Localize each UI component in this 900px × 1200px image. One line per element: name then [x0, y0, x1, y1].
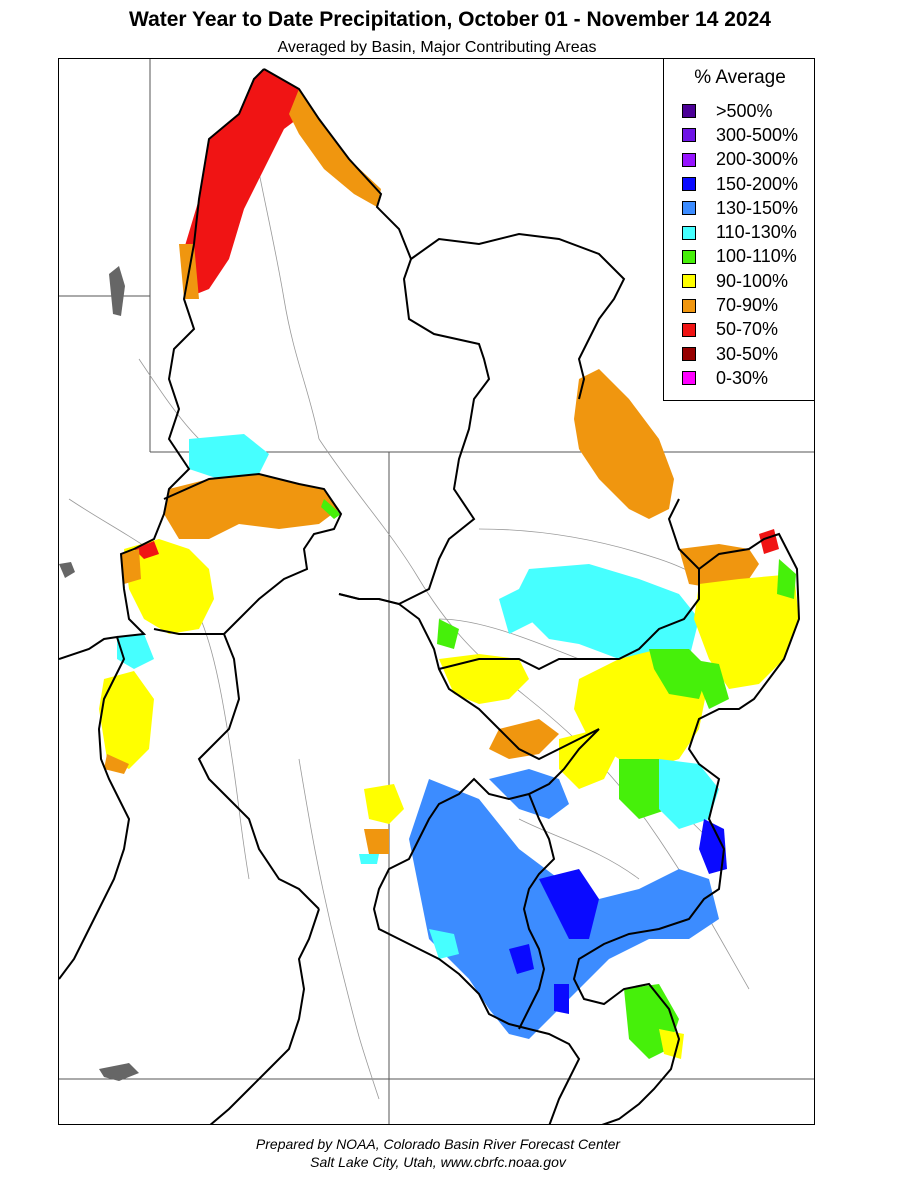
legend-swatch — [682, 128, 696, 143]
legend-item: 110-130% — [682, 220, 798, 244]
map-subtitle: Averaged by Basin, Major Contributing Ar… — [277, 39, 597, 56]
legend-label: 90-100% — [716, 270, 789, 291]
legend-swatch — [682, 225, 696, 240]
legend-label: 200-300% — [716, 149, 799, 170]
legend-item: 150-200% — [682, 172, 798, 196]
legend-item: >500% — [682, 99, 798, 123]
map-legend: % Average >500% 300-500% 200-300% 150-20… — [663, 58, 815, 401]
legend-item: 50-70% — [682, 318, 798, 342]
legend-swatch — [682, 371, 696, 386]
legend-item: 300-500% — [682, 123, 798, 147]
legend-item: 90-100% — [682, 269, 798, 293]
legend-swatch — [682, 347, 696, 362]
legend-label: 50-70% — [716, 319, 779, 340]
legend-items: >500% 300-500% 200-300% 150-200% 130-150… — [682, 99, 798, 391]
credit-line-1: Prepared by NOAA, Colorado Basin River F… — [255, 1136, 621, 1152]
legend-label: 130-150% — [716, 197, 799, 218]
legend-label: 30-50% — [716, 343, 779, 364]
legend-item: 130-150% — [682, 196, 798, 220]
map-title: Water Year to Date Precipitation, Octobe… — [129, 8, 771, 31]
legend-label: 150-200% — [716, 173, 799, 194]
legend-swatch — [682, 201, 696, 216]
precip-regions — [99, 69, 799, 1059]
legend-item: 0-30% — [682, 366, 798, 390]
legend-label: >500% — [716, 100, 773, 121]
legend-item: 30-50% — [682, 342, 798, 366]
legend-label: 110-130% — [716, 222, 797, 243]
legend-label: 70-90% — [716, 295, 779, 316]
legend-swatch — [682, 322, 696, 337]
legend-swatch — [682, 152, 696, 167]
basin-boundaries — [59, 68, 801, 1124]
legend-swatch — [682, 298, 696, 313]
legend-swatch — [682, 249, 696, 264]
legend-label: 0-30% — [716, 367, 769, 388]
legend-label: 300-500% — [716, 124, 799, 145]
legend-label: 100-110% — [716, 246, 797, 267]
lakes — [59, 266, 139, 1081]
legend-item: 70-90% — [682, 293, 798, 317]
legend-title: % Average — [694, 67, 786, 88]
map-canvas — [59, 59, 814, 1124]
legend-swatch — [682, 274, 696, 289]
legend-swatch — [682, 104, 696, 119]
legend-item: 100-110% — [682, 245, 798, 269]
legend-swatch — [682, 177, 696, 192]
legend-item: 200-300% — [682, 148, 798, 172]
credit-line-2: Salt Lake City, Utah, www.cbrfc.noaa.gov — [310, 1154, 566, 1170]
